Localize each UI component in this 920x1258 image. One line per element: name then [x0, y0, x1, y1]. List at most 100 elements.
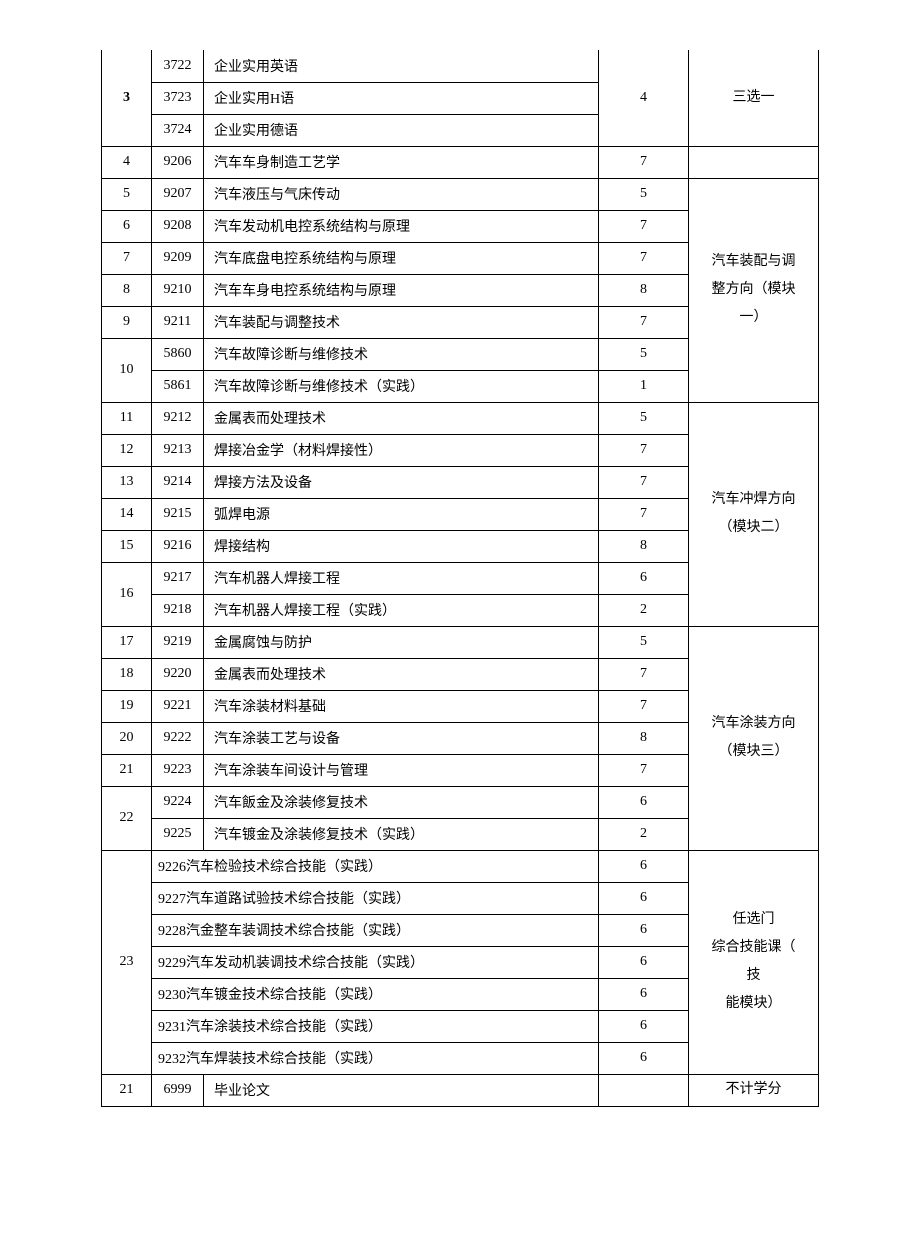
code-cell: 9217 — [152, 562, 204, 594]
credit-cell: 7 — [599, 306, 689, 338]
table-row: 23 9226汽车检验技术综合技能（实践） 6 任选门综合技能课（技能模块） — [102, 850, 819, 882]
idx-cell: 6 — [102, 210, 152, 242]
code-cell: 3724 — [152, 114, 204, 146]
credit-cell: 6 — [599, 850, 689, 882]
name-cell: 汽车装配与调整技术 — [204, 306, 599, 338]
code-cell: 9210 — [152, 274, 204, 306]
idx-cell: 7 — [102, 242, 152, 274]
idx-cell: 20 — [102, 722, 152, 754]
credit-cell: 8 — [599, 274, 689, 306]
credit-cell: 2 — [599, 594, 689, 626]
name-cell: 汽车镀金及涂装修复技术（实践） — [204, 818, 599, 850]
name-cell: 金属表而处理技术 — [204, 402, 599, 434]
name-cell: 9232汽车焊装技术综合技能（实践） — [152, 1042, 599, 1074]
note-cell: 不计学分 — [689, 1074, 819, 1106]
code-cell: 9206 — [152, 146, 204, 178]
code-cell: 3723 — [152, 82, 204, 114]
credit-cell: 5 — [599, 626, 689, 658]
credit-cell: 7 — [599, 434, 689, 466]
idx-cell: 15 — [102, 530, 152, 562]
code-cell: 9216 — [152, 530, 204, 562]
idx-cell: 16 — [102, 562, 152, 626]
credit-cell: 7 — [599, 658, 689, 690]
credit-cell: 6 — [599, 946, 689, 978]
code-cell: 9225 — [152, 818, 204, 850]
credit-cell: 8 — [599, 530, 689, 562]
code-cell: 9220 — [152, 658, 204, 690]
note-cell — [689, 146, 819, 178]
idx-cell: 17 — [102, 626, 152, 658]
name-cell: 焊接方法及设备 — [204, 466, 599, 498]
code-cell: 9212 — [152, 402, 204, 434]
code-cell: 3722 — [152, 50, 204, 82]
idx-cell: 23 — [102, 850, 152, 1074]
name-cell: 企业实用英语 — [204, 50, 599, 82]
idx-cell: 22 — [102, 786, 152, 850]
name-cell: 金属表而处理技术 — [204, 658, 599, 690]
name-cell: 焊接冶金学（材料焊接性） — [204, 434, 599, 466]
credit-cell: 7 — [599, 754, 689, 786]
credit-cell: 5 — [599, 178, 689, 210]
credit-cell: 8 — [599, 722, 689, 754]
credit-cell: 6 — [599, 882, 689, 914]
name-cell: 企业实用德语 — [204, 114, 599, 146]
name-cell: 9231汽车涂装技术综合技能（实践） — [152, 1010, 599, 1042]
code-cell: 5861 — [152, 370, 204, 402]
name-cell: 汽车故障诊断与维修技术 — [204, 338, 599, 370]
credit-cell: 7 — [599, 690, 689, 722]
code-cell: 9221 — [152, 690, 204, 722]
idx-cell: 21 — [102, 1074, 152, 1106]
code-cell: 9218 — [152, 594, 204, 626]
name-cell: 汽车发动机电控系统结构与原理 — [204, 210, 599, 242]
table-row: 3 3722 企业实用英语 4 三选一 — [102, 50, 819, 82]
table-row: 11 9212 金属表而处理技术 5 汽车冲焊方向（模块二） — [102, 402, 819, 434]
idx-cell: 19 — [102, 690, 152, 722]
code-cell: 9223 — [152, 754, 204, 786]
idx-cell: 21 — [102, 754, 152, 786]
credit-cell: 2 — [599, 818, 689, 850]
idx-cell: 18 — [102, 658, 152, 690]
credit-cell: 7 — [599, 466, 689, 498]
code-cell: 9224 — [152, 786, 204, 818]
name-cell: 汽车液压与气床传动 — [204, 178, 599, 210]
credit-cell: 6 — [599, 1010, 689, 1042]
idx-cell: 3 — [102, 50, 152, 146]
code-cell: 9215 — [152, 498, 204, 530]
credit-cell: 7 — [599, 146, 689, 178]
idx-cell: 13 — [102, 466, 152, 498]
code-cell: 9211 — [152, 306, 204, 338]
code-cell: 9207 — [152, 178, 204, 210]
idx-cell: 14 — [102, 498, 152, 530]
credit-cell: 1 — [599, 370, 689, 402]
code-cell: 9208 — [152, 210, 204, 242]
credit-cell: 7 — [599, 242, 689, 274]
credit-cell: 7 — [599, 498, 689, 530]
name-cell: 9228汽金整车装调技术综合技能（实践） — [152, 914, 599, 946]
course-table: 3 3722 企业实用英语 4 三选一 3723 企业实用H语 3724 企业实… — [101, 50, 819, 1107]
name-cell: 汽车故障诊断与维修技术（实践） — [204, 370, 599, 402]
name-cell: 企业实用H语 — [204, 82, 599, 114]
name-cell: 汽车机器人焊接工程 — [204, 562, 599, 594]
table-row: 5 9207 汽车液压与气床传动 5 汽车装配与调整方向（模块一） — [102, 178, 819, 210]
name-cell: 汽车机器人焊接工程（实践） — [204, 594, 599, 626]
name-cell: 9230汽车镀金技术综合技能（实践） — [152, 978, 599, 1010]
credit-cell: 6 — [599, 1042, 689, 1074]
name-cell: 汽车车身电控系统结构与原理 — [204, 274, 599, 306]
credit-cell: 7 — [599, 210, 689, 242]
idx-cell: 8 — [102, 274, 152, 306]
note-cell: 任选门综合技能课（技能模块） — [689, 850, 819, 1074]
name-cell: 汽车底盘电控系统结构与原理 — [204, 242, 599, 274]
note-cell: 汽车装配与调整方向（模块一） — [689, 178, 819, 402]
credit-cell: 6 — [599, 562, 689, 594]
code-cell: 9222 — [152, 722, 204, 754]
code-cell: 9219 — [152, 626, 204, 658]
code-cell: 9209 — [152, 242, 204, 274]
idx-cell: 5 — [102, 178, 152, 210]
idx-cell: 12 — [102, 434, 152, 466]
code-cell: 9213 — [152, 434, 204, 466]
credit-cell: 5 — [599, 338, 689, 370]
name-cell: 汽车涂装车间设计与管理 — [204, 754, 599, 786]
idx-cell: 4 — [102, 146, 152, 178]
name-cell: 汽车涂装工艺与设备 — [204, 722, 599, 754]
credit-cell: 6 — [599, 786, 689, 818]
